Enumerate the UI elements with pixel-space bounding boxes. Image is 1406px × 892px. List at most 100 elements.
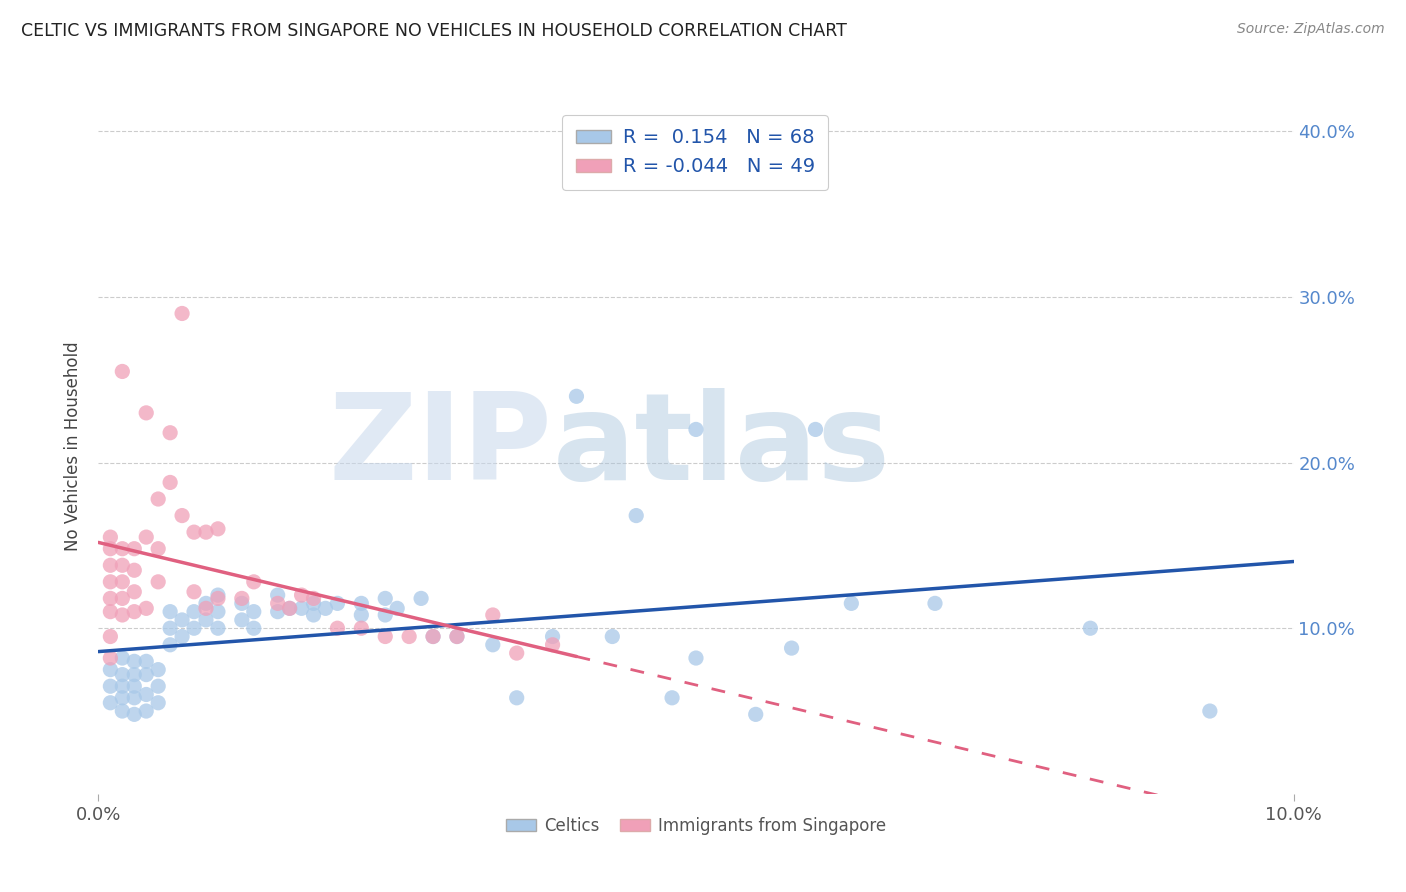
Point bbox=[315, 601, 337, 615]
Point bbox=[924, 596, 946, 610]
Point bbox=[326, 621, 349, 635]
Point bbox=[111, 667, 134, 681]
Point bbox=[207, 605, 229, 619]
Point bbox=[1199, 704, 1222, 718]
Point bbox=[111, 651, 134, 665]
Point bbox=[231, 613, 253, 627]
Point bbox=[124, 667, 146, 681]
Point bbox=[541, 630, 564, 644]
Y-axis label: No Vehicles in Household: No Vehicles in Household bbox=[65, 341, 83, 551]
Point bbox=[506, 646, 529, 660]
Point bbox=[231, 596, 253, 610]
Point bbox=[207, 621, 229, 635]
Point bbox=[685, 651, 707, 665]
Point bbox=[148, 679, 170, 693]
Point bbox=[111, 541, 134, 556]
Point bbox=[124, 563, 146, 577]
Point bbox=[302, 607, 325, 622]
Point bbox=[506, 690, 529, 705]
Point bbox=[374, 630, 396, 644]
Point bbox=[350, 621, 373, 635]
Point bbox=[98, 679, 122, 693]
Point bbox=[148, 696, 170, 710]
Point bbox=[398, 630, 420, 644]
Point bbox=[745, 707, 768, 722]
Point bbox=[374, 591, 396, 606]
Point bbox=[124, 679, 146, 693]
Text: ZIP: ZIP bbox=[329, 387, 553, 505]
Point bbox=[124, 541, 146, 556]
Point bbox=[159, 475, 181, 490]
Point bbox=[411, 591, 433, 606]
Point bbox=[135, 601, 157, 615]
Point bbox=[183, 621, 205, 635]
Point bbox=[231, 591, 253, 606]
Point bbox=[661, 690, 683, 705]
Point bbox=[159, 638, 181, 652]
Point bbox=[159, 621, 181, 635]
Point bbox=[302, 596, 325, 610]
Point bbox=[135, 530, 157, 544]
Point bbox=[148, 541, 170, 556]
Point bbox=[207, 522, 229, 536]
Point bbox=[98, 574, 122, 589]
Point bbox=[135, 406, 157, 420]
Point bbox=[111, 364, 134, 378]
Point bbox=[207, 588, 229, 602]
Point bbox=[302, 591, 325, 606]
Legend: Celtics, Immigrants from Singapore: Celtics, Immigrants from Singapore bbox=[499, 810, 893, 841]
Point bbox=[374, 607, 396, 622]
Point bbox=[135, 654, 157, 668]
Point bbox=[98, 558, 122, 573]
Point bbox=[267, 596, 290, 610]
Point bbox=[482, 607, 505, 622]
Point bbox=[135, 704, 157, 718]
Point bbox=[780, 641, 803, 656]
Point bbox=[326, 596, 349, 610]
Point bbox=[124, 654, 146, 668]
Point bbox=[267, 605, 290, 619]
Point bbox=[98, 541, 122, 556]
Point bbox=[195, 596, 218, 610]
Point bbox=[98, 591, 122, 606]
Point bbox=[183, 525, 205, 540]
Text: atlas: atlas bbox=[553, 387, 890, 505]
Point bbox=[98, 530, 122, 544]
Point bbox=[124, 605, 146, 619]
Point bbox=[135, 667, 157, 681]
Point bbox=[98, 696, 122, 710]
Point bbox=[172, 508, 194, 523]
Point bbox=[124, 690, 146, 705]
Point bbox=[172, 630, 194, 644]
Point bbox=[350, 607, 373, 622]
Point bbox=[148, 491, 170, 506]
Point bbox=[482, 638, 505, 652]
Text: CELTIC VS IMMIGRANTS FROM SINGAPORE NO VEHICLES IN HOUSEHOLD CORRELATION CHART: CELTIC VS IMMIGRANTS FROM SINGAPORE NO V… bbox=[21, 22, 846, 40]
Point bbox=[148, 663, 170, 677]
Point bbox=[385, 601, 409, 615]
Point bbox=[98, 663, 122, 677]
Point bbox=[207, 591, 229, 606]
Point bbox=[841, 596, 863, 610]
Point bbox=[111, 558, 134, 573]
Point bbox=[243, 574, 266, 589]
Point bbox=[291, 601, 314, 615]
Point bbox=[183, 584, 205, 599]
Point bbox=[278, 601, 301, 615]
Point bbox=[98, 605, 122, 619]
Point bbox=[291, 588, 314, 602]
Point bbox=[267, 588, 290, 602]
Point bbox=[159, 425, 181, 440]
Point bbox=[804, 422, 827, 436]
Point bbox=[422, 630, 444, 644]
Point bbox=[111, 607, 134, 622]
Point bbox=[172, 306, 194, 320]
Point bbox=[422, 630, 444, 644]
Point bbox=[626, 508, 648, 523]
Point bbox=[278, 601, 301, 615]
Point bbox=[111, 679, 134, 693]
Point bbox=[565, 389, 588, 403]
Point bbox=[135, 688, 157, 702]
Point bbox=[111, 591, 134, 606]
Point bbox=[1080, 621, 1102, 635]
